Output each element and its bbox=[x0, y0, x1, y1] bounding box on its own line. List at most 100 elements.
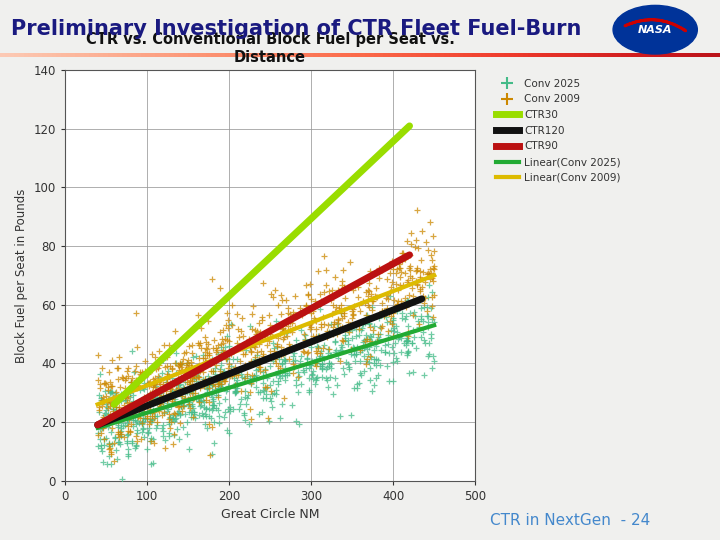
Point bbox=[103, 442, 114, 451]
Point bbox=[395, 264, 406, 272]
Point bbox=[330, 330, 342, 339]
Point bbox=[348, 301, 359, 310]
Point bbox=[182, 395, 194, 403]
Point bbox=[186, 349, 198, 357]
Point bbox=[141, 400, 153, 409]
Point bbox=[207, 395, 219, 403]
Point bbox=[197, 381, 209, 389]
Point bbox=[419, 339, 431, 348]
Point bbox=[217, 326, 228, 334]
Point bbox=[148, 383, 159, 391]
Point bbox=[220, 343, 231, 352]
Point bbox=[166, 387, 178, 396]
X-axis label: Great Circle NM: Great Circle NM bbox=[221, 508, 319, 521]
Point bbox=[131, 401, 143, 410]
Point bbox=[122, 421, 134, 430]
Point bbox=[394, 281, 405, 289]
Point bbox=[296, 311, 307, 320]
Point bbox=[113, 414, 125, 423]
Point bbox=[222, 336, 233, 345]
Point bbox=[136, 420, 148, 428]
Point bbox=[181, 377, 193, 386]
Point bbox=[105, 448, 117, 456]
Point bbox=[356, 323, 368, 332]
Point bbox=[354, 348, 365, 357]
Point bbox=[350, 349, 361, 358]
Point bbox=[138, 433, 150, 441]
Point bbox=[97, 393, 109, 401]
Point bbox=[109, 438, 120, 447]
Point bbox=[110, 393, 122, 401]
Point bbox=[230, 389, 241, 397]
Point bbox=[124, 427, 135, 435]
Point bbox=[230, 371, 242, 380]
Point bbox=[317, 362, 328, 370]
Point bbox=[207, 401, 218, 409]
Point bbox=[202, 345, 213, 354]
Point bbox=[121, 367, 132, 375]
Point bbox=[420, 238, 431, 247]
Point bbox=[145, 395, 156, 404]
Point bbox=[428, 313, 439, 321]
Point bbox=[366, 302, 377, 311]
Point bbox=[396, 248, 408, 257]
Point bbox=[305, 295, 317, 303]
Point bbox=[121, 409, 132, 418]
Point bbox=[384, 292, 395, 300]
Point bbox=[272, 362, 284, 370]
Point bbox=[116, 406, 127, 415]
Point bbox=[387, 332, 399, 341]
Point bbox=[150, 365, 162, 374]
Point bbox=[149, 374, 161, 382]
Point bbox=[127, 416, 139, 424]
Point bbox=[340, 330, 351, 339]
Point bbox=[277, 335, 289, 343]
Point bbox=[334, 412, 346, 421]
Point bbox=[300, 364, 311, 373]
Point bbox=[217, 376, 229, 385]
Point bbox=[186, 367, 197, 376]
Point bbox=[301, 355, 312, 364]
Point bbox=[212, 393, 224, 402]
Point bbox=[161, 392, 172, 400]
Point bbox=[133, 406, 145, 415]
Point bbox=[306, 371, 318, 380]
Point bbox=[184, 380, 196, 389]
Point bbox=[177, 382, 189, 391]
Point bbox=[104, 397, 115, 406]
Point bbox=[298, 307, 310, 316]
Point bbox=[297, 347, 309, 356]
Point bbox=[101, 380, 112, 388]
Point bbox=[207, 380, 218, 388]
Point bbox=[258, 372, 269, 381]
Point bbox=[410, 236, 422, 245]
Point bbox=[170, 349, 181, 357]
Point bbox=[279, 348, 290, 356]
Point bbox=[123, 397, 135, 406]
Point bbox=[362, 349, 374, 358]
Point bbox=[238, 409, 250, 417]
Point bbox=[212, 406, 224, 415]
Point bbox=[253, 318, 265, 327]
Point bbox=[239, 387, 251, 395]
Point bbox=[208, 418, 220, 427]
Point bbox=[173, 374, 184, 382]
Point bbox=[106, 414, 117, 422]
Point bbox=[177, 401, 189, 410]
Point bbox=[289, 356, 301, 364]
Point bbox=[266, 387, 277, 395]
Point bbox=[222, 405, 234, 414]
Point bbox=[172, 409, 184, 418]
Point bbox=[105, 450, 117, 458]
Point bbox=[414, 295, 426, 304]
Point bbox=[204, 405, 215, 414]
Point bbox=[412, 279, 423, 288]
Point bbox=[108, 456, 120, 465]
Point bbox=[336, 323, 348, 332]
Point bbox=[355, 371, 366, 380]
Point bbox=[139, 393, 150, 402]
Point bbox=[310, 316, 322, 325]
Point bbox=[316, 364, 328, 373]
Point bbox=[343, 328, 355, 336]
Point bbox=[157, 393, 168, 401]
